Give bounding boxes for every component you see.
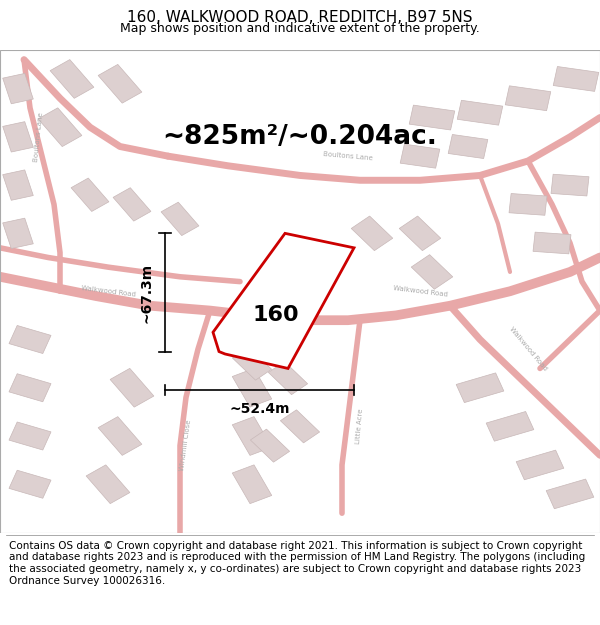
- Text: ~52.4m: ~52.4m: [229, 402, 290, 416]
- Polygon shape: [546, 479, 594, 509]
- Polygon shape: [553, 66, 599, 91]
- Text: Little Acre: Little Acre: [355, 409, 365, 444]
- Polygon shape: [9, 470, 51, 498]
- Polygon shape: [505, 86, 551, 111]
- Polygon shape: [98, 417, 142, 456]
- Polygon shape: [110, 368, 154, 407]
- Text: Contains OS data © Crown copyright and database right 2021. This information is : Contains OS data © Crown copyright and d…: [9, 541, 585, 586]
- Polygon shape: [9, 326, 51, 354]
- Polygon shape: [457, 100, 503, 125]
- Polygon shape: [280, 410, 320, 443]
- Text: Walkwood Road: Walkwood Road: [80, 285, 136, 298]
- Polygon shape: [161, 202, 199, 236]
- Polygon shape: [232, 347, 272, 380]
- Polygon shape: [3, 218, 33, 249]
- Polygon shape: [551, 174, 589, 196]
- Polygon shape: [9, 422, 51, 450]
- Text: ~67.3m: ~67.3m: [139, 262, 153, 322]
- Text: 160: 160: [253, 304, 299, 324]
- Text: Map shows position and indicative extent of the property.: Map shows position and indicative extent…: [120, 22, 480, 35]
- Polygon shape: [448, 134, 488, 159]
- Text: Boultons Lane: Boultons Lane: [323, 151, 373, 161]
- Polygon shape: [113, 188, 151, 221]
- Polygon shape: [509, 194, 547, 215]
- Polygon shape: [98, 64, 142, 103]
- Polygon shape: [516, 450, 564, 480]
- Polygon shape: [533, 232, 571, 254]
- Polygon shape: [456, 373, 504, 402]
- Polygon shape: [3, 73, 33, 104]
- Polygon shape: [213, 233, 354, 369]
- Polygon shape: [486, 411, 534, 441]
- Polygon shape: [71, 178, 109, 211]
- Polygon shape: [232, 417, 272, 456]
- Text: Windmill Close: Windmill Close: [179, 420, 193, 472]
- Polygon shape: [232, 465, 272, 504]
- Text: 160, WALKWOOD ROAD, REDDITCH, B97 5NS: 160, WALKWOOD ROAD, REDDITCH, B97 5NS: [127, 10, 473, 25]
- Polygon shape: [3, 122, 33, 152]
- Polygon shape: [38, 108, 82, 147]
- Polygon shape: [351, 216, 393, 251]
- Polygon shape: [399, 216, 441, 251]
- Text: Boultons Lane: Boultons Lane: [34, 112, 44, 162]
- Polygon shape: [400, 144, 440, 168]
- Polygon shape: [250, 429, 290, 462]
- Polygon shape: [9, 374, 51, 402]
- Text: Walkwood Road: Walkwood Road: [392, 285, 448, 298]
- Text: Walkwood Road: Walkwood Road: [508, 326, 548, 372]
- Text: ~825m²/~0.204ac.: ~825m²/~0.204ac.: [163, 124, 437, 150]
- Polygon shape: [3, 170, 33, 200]
- Polygon shape: [50, 59, 94, 98]
- Polygon shape: [86, 465, 130, 504]
- Polygon shape: [268, 362, 308, 394]
- Polygon shape: [409, 105, 455, 130]
- Polygon shape: [411, 254, 453, 289]
- Polygon shape: [232, 368, 272, 407]
